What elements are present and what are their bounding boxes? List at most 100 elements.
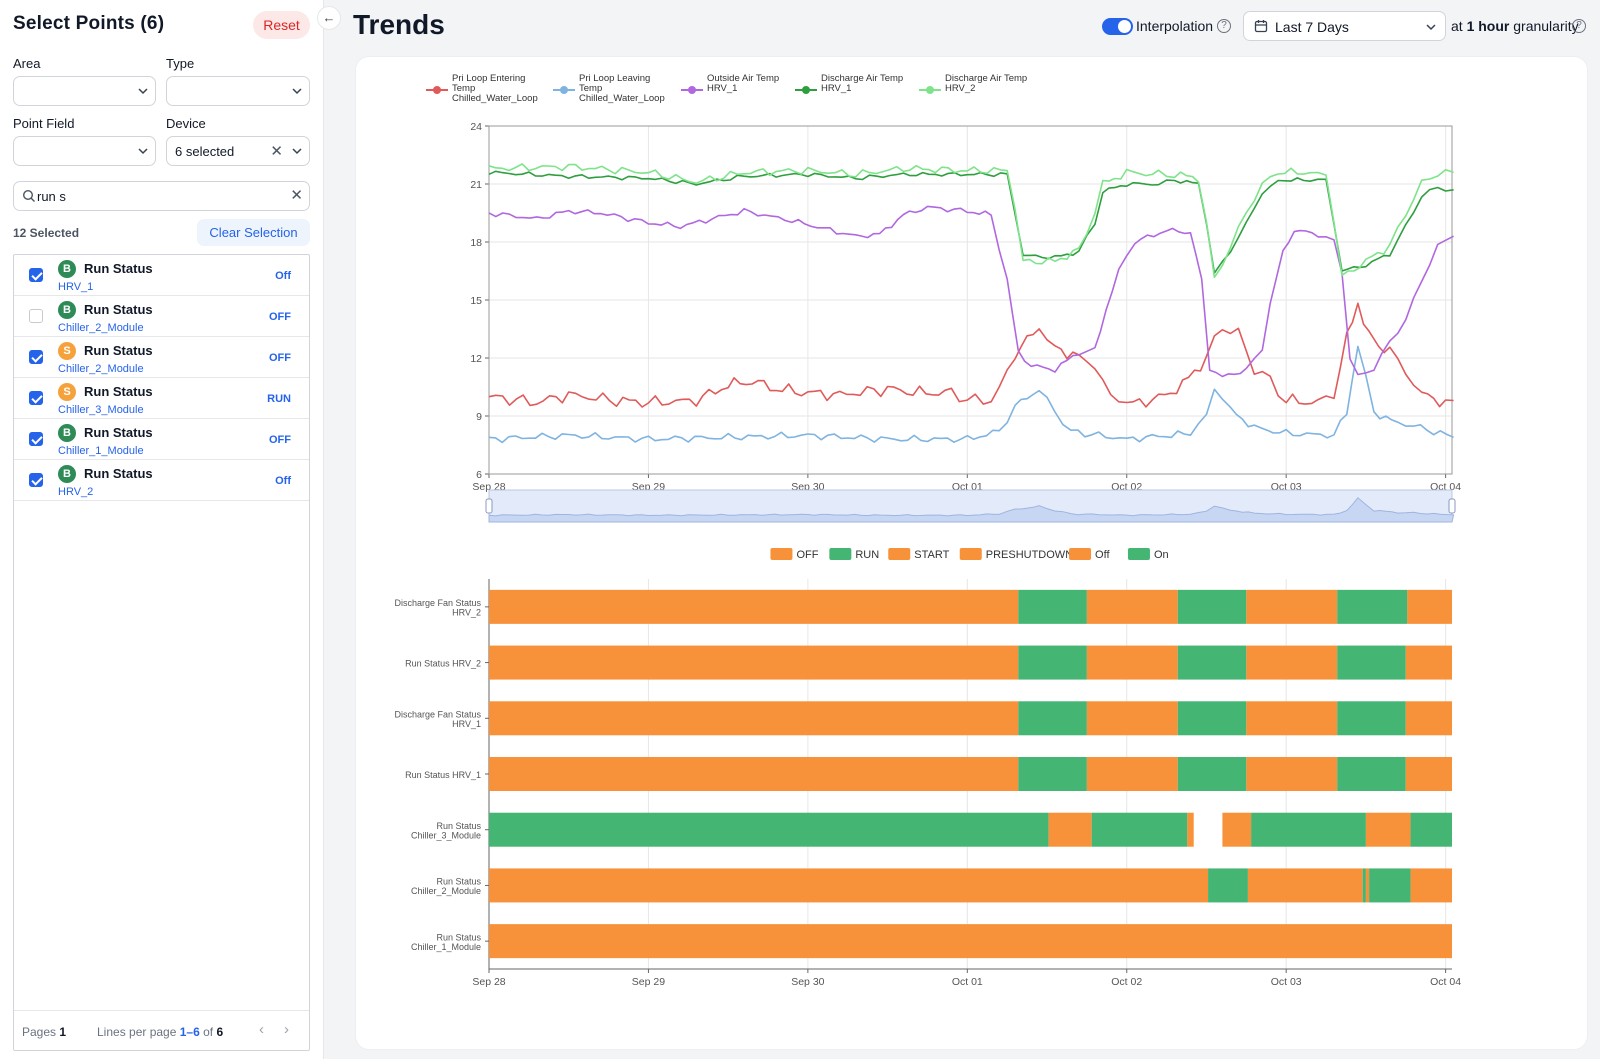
interpolation-toggle[interactable] <box>1102 18 1133 35</box>
point-row[interactable]: B Run Status HRV_2 Off <box>14 460 309 501</box>
state-segment <box>1247 868 1363 903</box>
state-segment <box>489 757 1019 791</box>
point-type-badge: S <box>58 383 76 401</box>
device-label: Device <box>166 116 206 131</box>
points-list: B Run Status HRV_1 Off B Run Status Chiller_2_… <box>13 254 310 1051</box>
state-legend-label: Off <box>1095 549 1110 561</box>
point-name: Run Status <box>84 466 153 481</box>
state-segment <box>1208 868 1248 903</box>
chevron-down-icon <box>138 88 148 95</box>
state-segment <box>1018 701 1087 736</box>
prev-page-icon[interactable]: ‹ <box>259 1021 264 1038</box>
point-name: Run Status <box>84 302 153 317</box>
point-type-badge: B <box>58 301 76 319</box>
state-segment <box>1337 757 1406 791</box>
search-input[interactable] <box>37 187 277 206</box>
legend-label: Discharge Air Temp <box>945 73 1027 84</box>
next-page-icon[interactable]: › <box>284 1021 289 1038</box>
row-label: Run Status <box>436 821 481 831</box>
state-segment <box>1177 589 1247 624</box>
state-segment <box>1177 645 1247 680</box>
point-field-select[interactable] <box>13 136 156 166</box>
legend-label: Chilled_Water_Loop <box>452 93 538 104</box>
row-label: Run Status <box>436 877 481 887</box>
state-segment <box>1405 645 1452 680</box>
state-legend-swatch <box>888 548 911 560</box>
point-row[interactable]: B Run Status HRV_1 Off <box>14 255 309 296</box>
navigator-handle-right <box>1448 498 1456 514</box>
legend-label: HRV_2 <box>945 83 975 94</box>
state-legend-label: PRESHUTDOWN <box>986 549 1073 561</box>
row-label: Chiller_1_Module <box>411 942 481 952</box>
state-legend-label: OFF <box>796 549 818 561</box>
clear-search-icon[interactable]: ✕ <box>290 187 303 204</box>
point-checkbox[interactable] <box>29 473 43 487</box>
clear-device-icon[interactable]: ✕ <box>270 143 283 160</box>
legend-swatch-dot <box>560 86 568 94</box>
y-tick-label: 24 <box>470 121 482 133</box>
x-tick-label: Oct 01 <box>952 976 983 988</box>
state-segment <box>1337 701 1406 736</box>
state-segment <box>1369 868 1411 903</box>
x-tick-label: Oct 02 <box>1111 976 1142 988</box>
point-checkbox[interactable] <box>29 268 43 282</box>
row-label: Run Status HRV_1 <box>405 770 481 780</box>
point-device[interactable]: Chiller_2_Module <box>58 322 144 334</box>
row-label: Chiller_3_Module <box>411 830 481 840</box>
reset-button[interactable]: Reset <box>253 11 310 39</box>
navigator-handle-left <box>485 498 493 514</box>
point-row[interactable]: B Run Status Chiller_1_Module OFF <box>14 419 309 460</box>
point-type-badge: S <box>58 342 76 360</box>
legend-label: Chilled_Water_Loop <box>579 93 665 104</box>
point-row[interactable]: S Run Status Chiller_3_Module RUN <box>14 378 309 419</box>
point-device[interactable]: Chiller_3_Module <box>58 404 144 416</box>
state-legend-item: RUN <box>829 548 879 561</box>
type-select[interactable] <box>166 76 310 106</box>
legend-label: HRV_1 <box>821 83 851 94</box>
point-value: RUN <box>267 393 291 405</box>
state-segment <box>1365 868 1370 903</box>
device-select[interactable]: 6 selected ✕ <box>166 136 310 166</box>
point-row[interactable]: B Run Status Chiller_2_Module OFF <box>14 296 309 337</box>
state-segment <box>1337 645 1406 680</box>
point-checkbox[interactable] <box>29 432 43 446</box>
point-device[interactable]: Chiller_1_Module <box>58 445 144 457</box>
state-legend-label: RUN <box>855 549 879 561</box>
legend-label: Temp <box>579 83 602 94</box>
point-device[interactable]: HRV_1 <box>58 281 94 293</box>
state-segment <box>1246 645 1338 680</box>
point-row[interactable]: S Run Status Chiller_2_Module OFF <box>14 337 309 378</box>
chevron-down-icon <box>138 148 148 155</box>
x-tick-label: Oct 03 <box>1271 976 1302 988</box>
series-line <box>488 302 1454 408</box>
state-segment <box>489 645 1019 680</box>
row-label: Run Status <box>436 932 481 942</box>
date-range-select[interactable]: Last 7 Days <box>1243 11 1446 41</box>
collapse-panel-icon[interactable]: ← <box>317 6 341 30</box>
help-icon[interactable]: ? <box>1572 19 1586 33</box>
clear-selection-button[interactable]: Clear Selection <box>197 219 310 246</box>
search-field: ✕ <box>13 181 310 211</box>
state-segment <box>1410 868 1452 903</box>
chevron-down-icon <box>1426 24 1436 31</box>
state-legend-item: OFF <box>770 548 819 561</box>
state-segment <box>1177 701 1247 736</box>
help-icon[interactable]: ? <box>1217 19 1231 33</box>
state-segment <box>1246 701 1338 736</box>
state-legend-swatch <box>1069 548 1092 560</box>
series-line <box>488 163 1454 279</box>
point-value: Off <box>275 475 291 487</box>
area-select[interactable] <box>13 76 156 106</box>
state-segment <box>1246 757 1338 791</box>
point-checkbox[interactable] <box>29 350 43 364</box>
point-checkbox[interactable] <box>29 309 43 323</box>
legend-label: Pri Loop Entering <box>452 73 525 84</box>
selected-count: 12 Selected <box>13 226 80 240</box>
point-device[interactable]: HRV_2 <box>58 486 94 498</box>
point-device[interactable]: Chiller_2_Module <box>58 363 144 375</box>
row-label: Run Status HRV_2 <box>405 659 481 669</box>
point-checkbox[interactable] <box>29 391 43 405</box>
state-segment <box>489 924 1452 959</box>
